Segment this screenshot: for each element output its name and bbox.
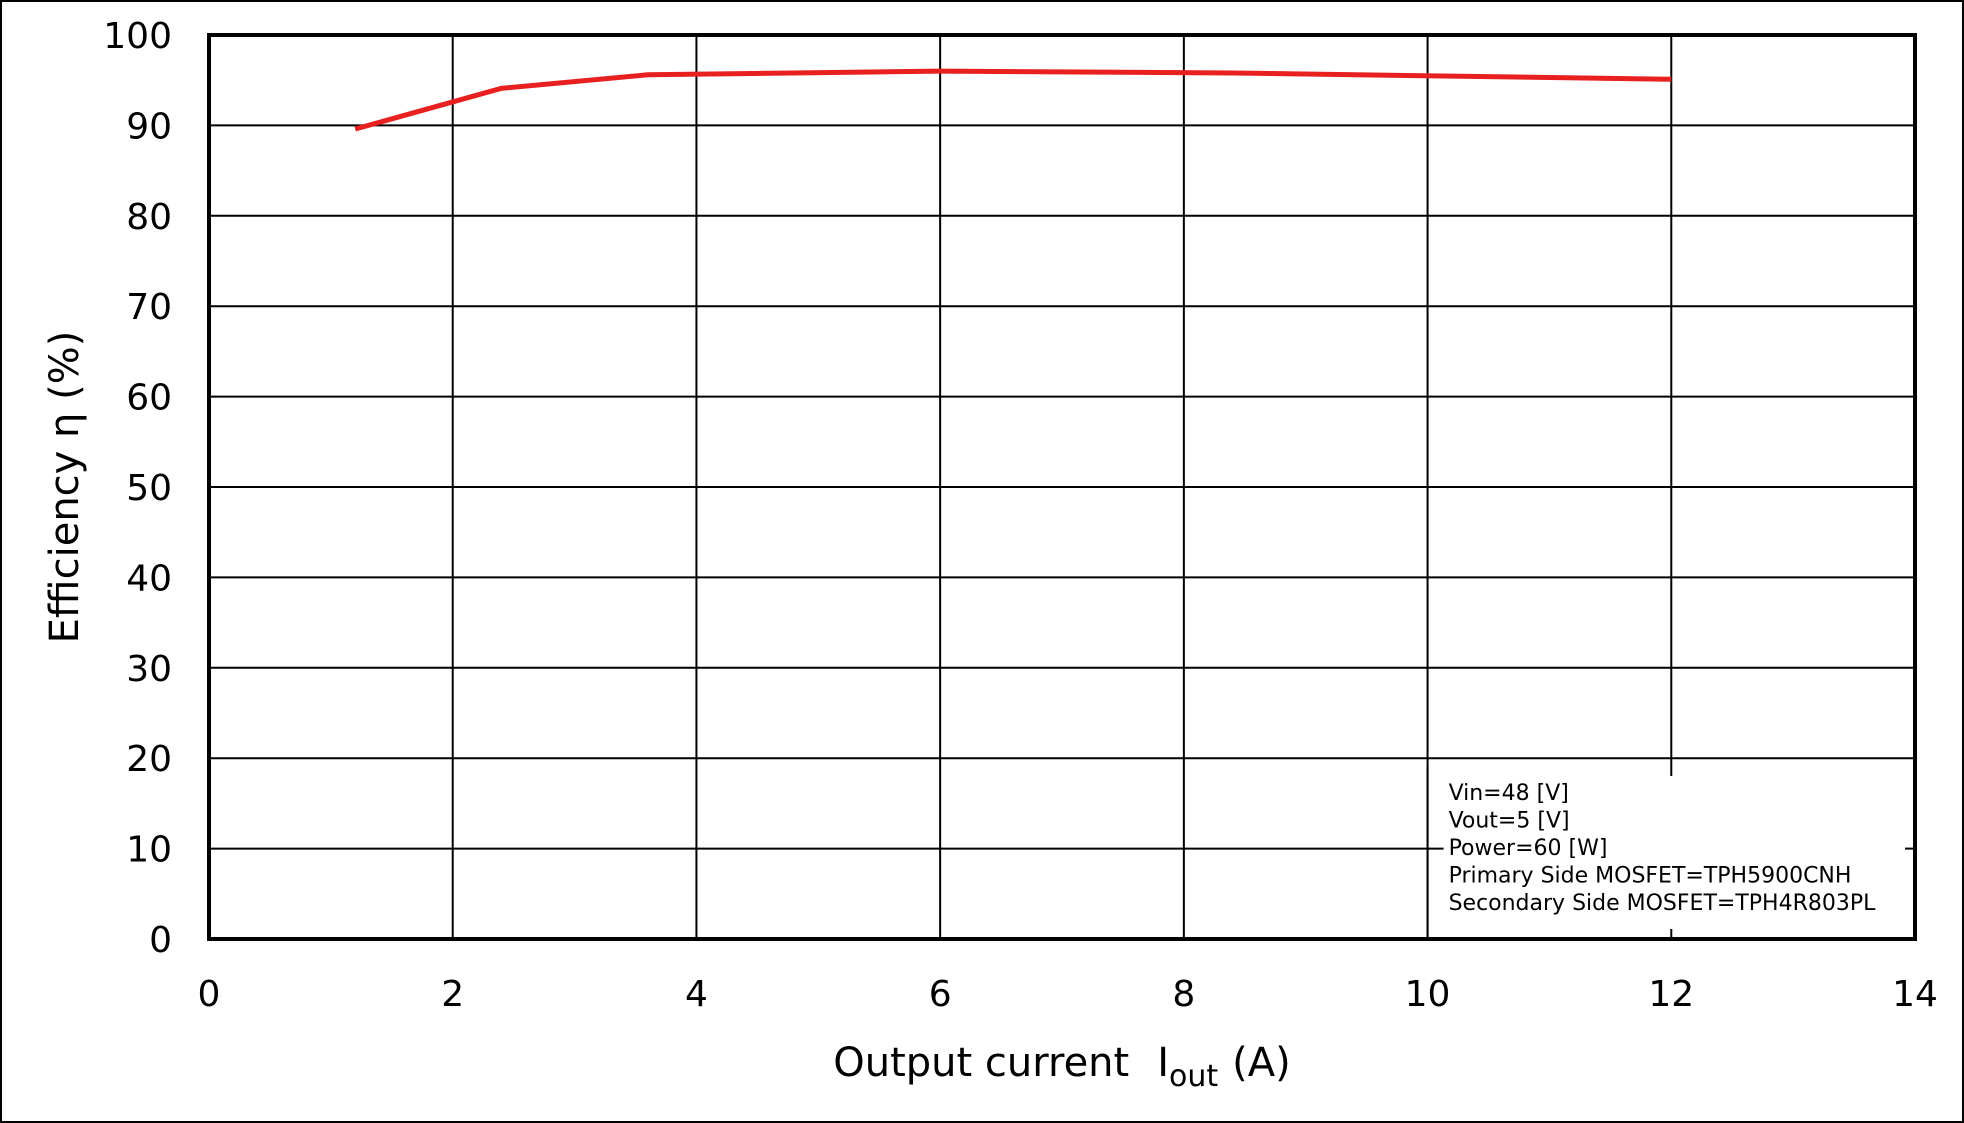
x-axis-label: Output current Iout (A) bbox=[833, 1040, 1290, 1094]
annotation-line: Secondary Side MOSFET=TPH4R803PL bbox=[1449, 891, 1877, 916]
y-axis-label: Efficiency η (%) bbox=[42, 331, 88, 644]
series-layer bbox=[354, 68, 1672, 132]
plot-frame bbox=[207, 33, 1917, 941]
x-tick-label: 8 bbox=[1172, 974, 1195, 1015]
x-tick-label: 6 bbox=[929, 974, 952, 1015]
y-tick-label: 90 bbox=[126, 106, 172, 147]
x-tick-label: 14 bbox=[1892, 974, 1938, 1015]
y-tick-label: 70 bbox=[126, 287, 172, 328]
y-tick-label: 100 bbox=[103, 16, 172, 57]
annotation-background bbox=[1429, 766, 1913, 937]
x-tick-label: 4 bbox=[685, 974, 708, 1015]
x-axis-label-text: Output current bbox=[833, 1040, 1129, 1086]
annotation-line: Primary Side MOSFET=TPH5900CNH bbox=[1449, 864, 1852, 889]
y-tick-label: 50 bbox=[126, 468, 172, 509]
annotation-line: Vin=48 [V] bbox=[1449, 781, 1569, 806]
annotation-line: Vout=5 [V] bbox=[1449, 809, 1570, 834]
x-tick-label: 10 bbox=[1405, 974, 1451, 1015]
y-tick-label: 0 bbox=[149, 920, 172, 961]
y-tick-label: 80 bbox=[126, 197, 172, 238]
y-tick-label: 20 bbox=[126, 739, 172, 780]
y-tick-label: 30 bbox=[126, 649, 172, 690]
y-tick-label: 40 bbox=[126, 558, 172, 599]
efficiency-line bbox=[354, 68, 1672, 132]
x-tick-label: 2 bbox=[441, 974, 464, 1015]
y-tick-label: 60 bbox=[126, 378, 172, 419]
y-tick-label: 10 bbox=[126, 830, 172, 871]
grid bbox=[208, 34, 1916, 940]
x-axis-label-subscript: out bbox=[1169, 1059, 1218, 1094]
tick-labels: 0 2 4 6 8 10 12 14 0 10 20 30 40 50 60 70 80 90 100 bbox=[103, 16, 1938, 1015]
x-tick-label: 0 bbox=[198, 974, 221, 1015]
x-tick-label: 12 bbox=[1648, 974, 1694, 1015]
x-axis-label-symbol: I bbox=[1157, 1040, 1169, 1086]
x-axis-label-unit: (A) bbox=[1232, 1040, 1291, 1086]
annotation-box: Vin=48 [V] Vout=5 [V]Power=60 [W] Primary … bbox=[1426, 766, 1915, 939]
annotation-line: Power=60 [W] bbox=[1449, 836, 1608, 861]
